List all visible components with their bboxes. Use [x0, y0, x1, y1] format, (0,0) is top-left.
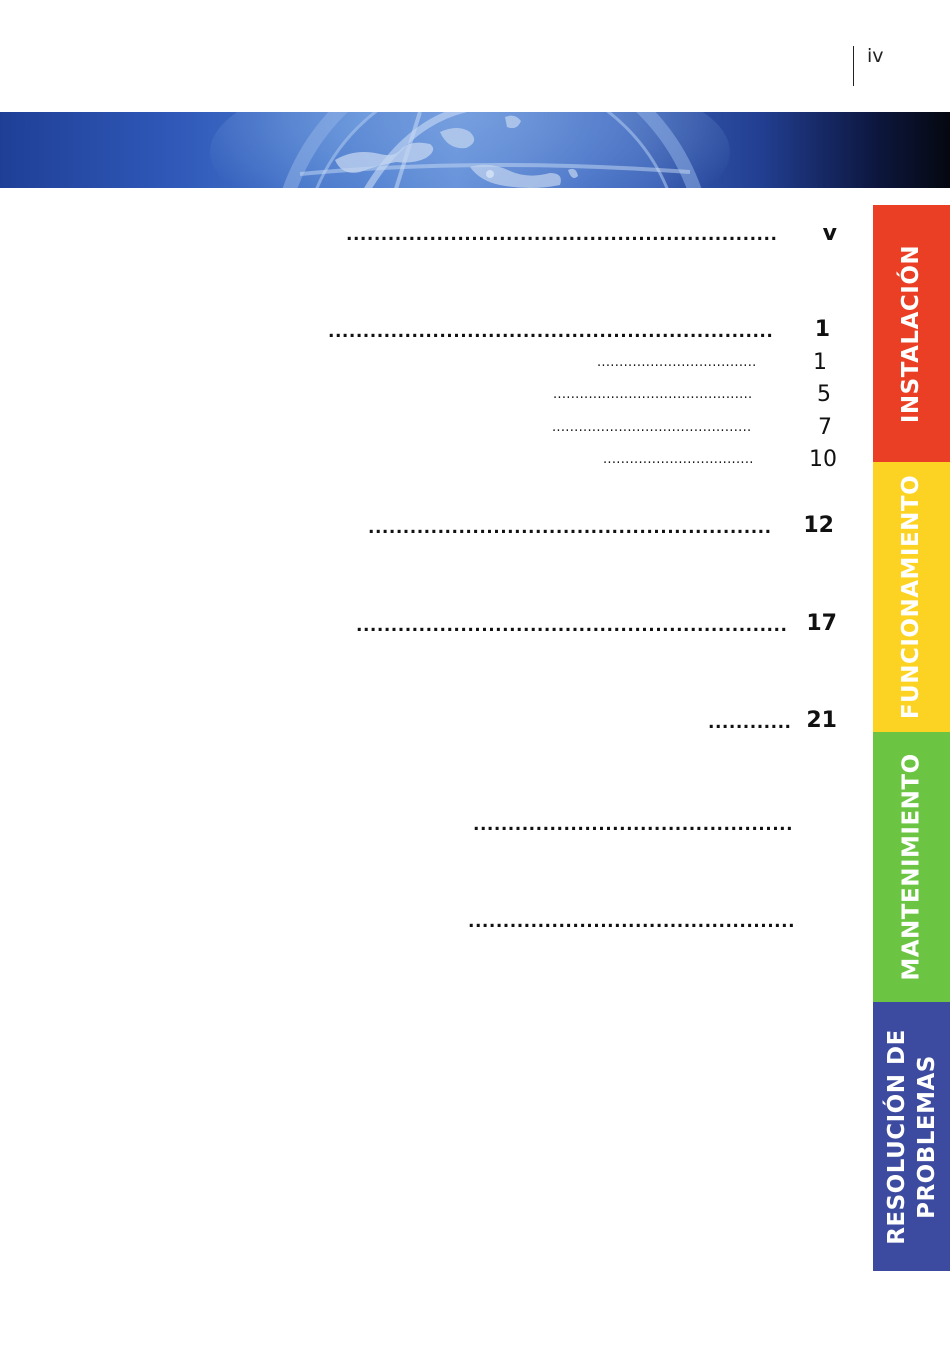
toc-page-5: 7 [818, 415, 832, 440]
tab-funcionamiento[interactable]: FUNCIONAMIENTO [873, 462, 950, 732]
toc-leader-8: ........................................… [356, 616, 788, 636]
toc-page-6: 10 [809, 447, 837, 472]
toc-page-1: v [822, 221, 837, 246]
tab-resolucion-label-line2: PROBLEMAS [913, 1054, 940, 1219]
toc-page-2: 1 [814, 317, 830, 342]
toc-leader-7: ........................................… [368, 518, 772, 538]
toc-leader-6: .................................. [603, 452, 754, 467]
page-number: iv [867, 45, 884, 67]
toc-page-8: 17 [806, 611, 837, 636]
toc-leader-1: ........................................… [346, 225, 778, 245]
toc-page-7: 12 [803, 513, 834, 538]
tab-instalacion[interactable]: INSTALACIÓN [873, 205, 950, 462]
page-number-rule [853, 46, 854, 86]
tab-resolucion-label-line1: RESOLUCIÓN DE [883, 1028, 910, 1245]
toc-leader-10: ........................................… [473, 815, 794, 835]
toc-leader-2: ........................................… [328, 322, 774, 342]
toc-page-3: 1 [813, 350, 827, 375]
toc-leader-5: ........................................… [552, 420, 752, 435]
globe-image [210, 112, 730, 188]
toc-page-9: 21 [806, 708, 837, 733]
toc-leader-4: ........................................… [553, 387, 753, 402]
toc-page-4: 5 [817, 382, 831, 407]
tab-resolucion-label: RESOLUCIÓN DE PROBLEMAS [882, 1029, 942, 1245]
header-banner [0, 112, 950, 188]
toc-leader-3: .................................... [597, 355, 757, 370]
toc-leader-11: ........................................… [468, 912, 795, 932]
tab-mantenimiento[interactable]: MANTENIMIENTO [873, 732, 950, 1002]
tab-resolucion-de-problemas[interactable]: RESOLUCIÓN DE PROBLEMAS [873, 1002, 950, 1271]
tab-mantenimiento-label: MANTENIMIENTO [898, 753, 925, 981]
tab-instalacion-label: INSTALACIÓN [898, 244, 925, 423]
toc-leader-9: ............ [708, 713, 792, 733]
tab-funcionamiento-label: FUNCIONAMIENTO [898, 474, 925, 720]
